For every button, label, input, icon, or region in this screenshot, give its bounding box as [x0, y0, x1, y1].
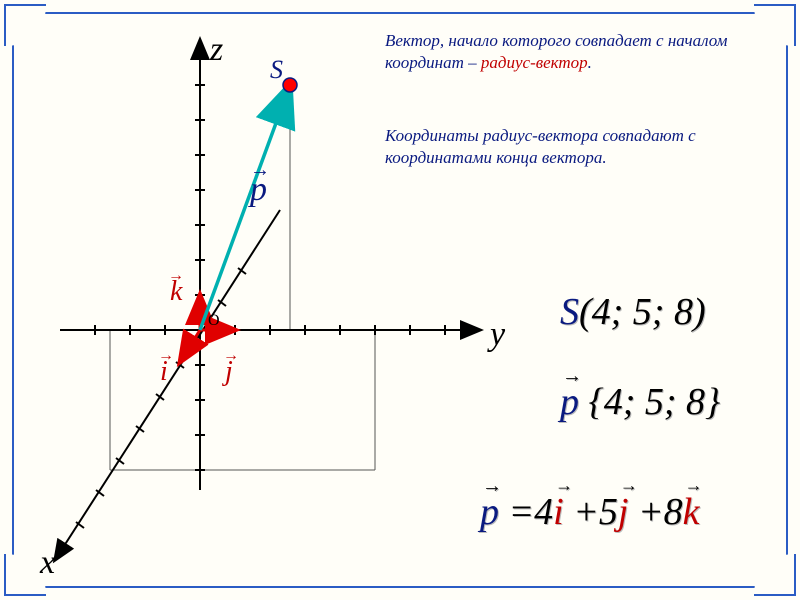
origin-label: O — [208, 312, 220, 329]
unit-vector-i — [180, 330, 200, 362]
k-arrow-icon: → — [168, 267, 184, 284]
p-arrow-icon: → — [250, 159, 270, 181]
slide-root: Вектор, начало которого совпадает с нача… — [0, 0, 800, 600]
coordinate-diagram: S z y x O p → i → j → k → — [0, 0, 800, 600]
S-label-on-diagram: S — [270, 55, 283, 84]
z-axis-label: z — [209, 31, 223, 68]
point-S-dot — [283, 78, 297, 92]
y-axis-label: y — [487, 316, 506, 353]
i-arrow-icon: → — [158, 347, 174, 364]
vector-p-arrow — [200, 85, 290, 330]
x-axis-label: x — [39, 544, 55, 581]
j-arrow-icon: → — [223, 347, 239, 364]
